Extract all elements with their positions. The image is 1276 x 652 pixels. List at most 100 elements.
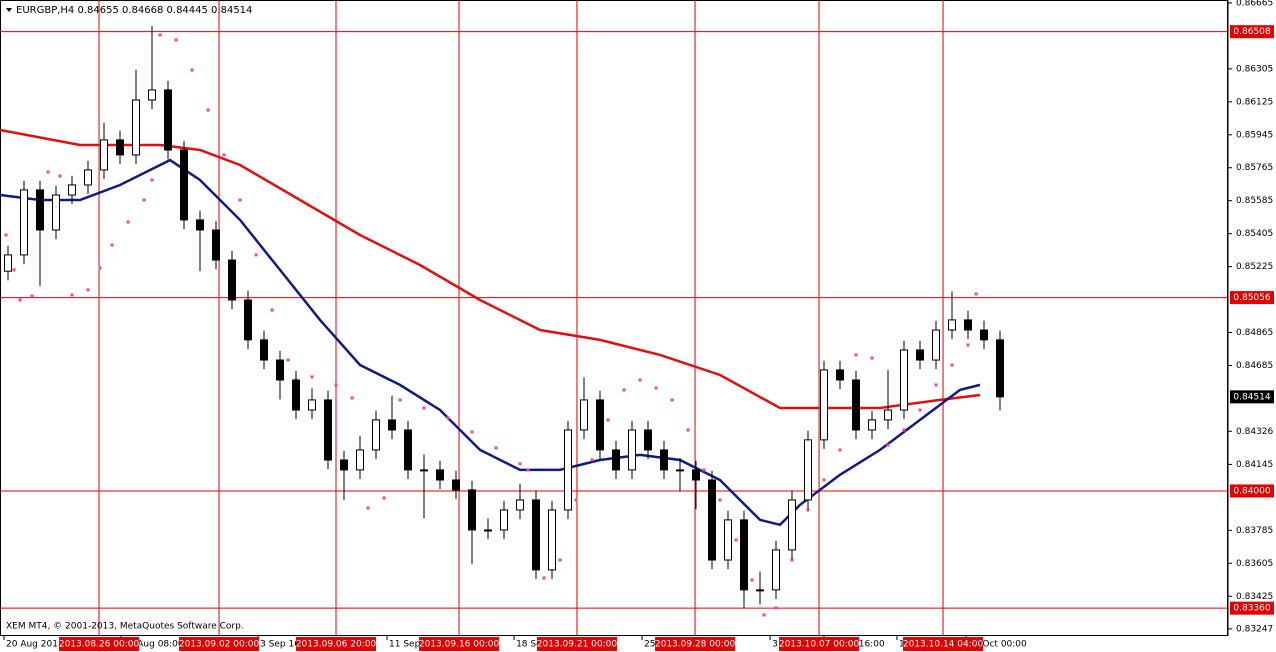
candle-body bbox=[628, 429, 636, 471]
candle-body bbox=[292, 379, 300, 411]
sar-dot bbox=[822, 478, 826, 482]
y-tick-label: 0.83785 bbox=[1236, 526, 1273, 536]
candle-body bbox=[596, 399, 604, 451]
candle-body bbox=[900, 349, 908, 411]
candle-body bbox=[468, 489, 476, 531]
sar-dot bbox=[238, 198, 242, 202]
date-label: 2013.09.02 00:00 bbox=[179, 640, 260, 650]
candle-body bbox=[260, 339, 268, 361]
date-label: 2013.09.06 20:00 bbox=[296, 640, 377, 650]
date-label: 2013.09.21 00:00 bbox=[537, 640, 618, 650]
sar-dot bbox=[446, 416, 450, 420]
sar-dot bbox=[902, 428, 906, 432]
sar-dot bbox=[398, 398, 402, 402]
y-tick-label: 0.85945 bbox=[1236, 130, 1273, 140]
sar-dot bbox=[606, 418, 610, 422]
y-tick-label: 0.83605 bbox=[1236, 559, 1273, 569]
candle-body bbox=[612, 449, 620, 471]
date-label: 2013.08.26 00:00 bbox=[59, 640, 140, 650]
sar-dot bbox=[790, 558, 794, 562]
y-tick-label: 0.85225 bbox=[1236, 262, 1273, 272]
sar-dot bbox=[574, 498, 578, 502]
sar-dot bbox=[254, 253, 258, 257]
candle-body bbox=[52, 194, 60, 231]
sar-dot bbox=[150, 178, 154, 182]
candle-body bbox=[276, 359, 284, 381]
sar-dot bbox=[558, 558, 562, 562]
sar-dot bbox=[886, 443, 890, 447]
candle-body bbox=[100, 139, 108, 171]
level-label: 0.84000 bbox=[1233, 486, 1270, 496]
menu-arrow[interactable] bbox=[6, 8, 12, 12]
y-tick-label: 0.83247 bbox=[1236, 624, 1273, 634]
date-label-bg bbox=[419, 637, 500, 651]
date-label-bg bbox=[655, 637, 736, 651]
candle-body bbox=[228, 259, 236, 301]
candle-body bbox=[132, 99, 140, 156]
candle-body bbox=[516, 499, 524, 511]
candle-body bbox=[980, 329, 988, 341]
level-label: 0.85056 bbox=[1233, 293, 1270, 303]
sar-dot bbox=[86, 288, 90, 292]
sar-dot bbox=[98, 266, 102, 270]
sar-dot bbox=[382, 496, 386, 500]
last-price-label: 0.84514 bbox=[1233, 392, 1270, 402]
x-tick-label: 20 Aug 2013 bbox=[6, 640, 64, 650]
sar-dot bbox=[334, 383, 338, 387]
sar-dot bbox=[4, 233, 8, 237]
sar-dot bbox=[950, 363, 954, 367]
sar-dot bbox=[934, 383, 938, 387]
sar-dot bbox=[918, 408, 922, 412]
sar-dot bbox=[806, 508, 810, 512]
candle-body bbox=[836, 369, 844, 381]
sar-dot bbox=[590, 458, 594, 462]
date-label: 2013.09.16 00:00 bbox=[419, 640, 500, 650]
candle-body bbox=[868, 419, 876, 431]
candle-body bbox=[884, 409, 892, 421]
sar-dot bbox=[670, 398, 674, 402]
candle-body bbox=[820, 369, 828, 441]
candle-body bbox=[436, 469, 444, 481]
last-price-label-bg bbox=[1230, 390, 1274, 404]
candle-body bbox=[212, 229, 220, 261]
date-label-bg bbox=[59, 637, 140, 651]
y-tick-label: 0.85765 bbox=[1236, 163, 1273, 173]
sar-dot bbox=[494, 446, 498, 450]
candle-body bbox=[948, 319, 956, 331]
candle-body bbox=[372, 419, 380, 451]
candle-body bbox=[564, 429, 572, 511]
candle-body bbox=[740, 519, 748, 591]
candle-body bbox=[724, 519, 732, 561]
sar-dot bbox=[222, 153, 226, 157]
x-tick-label: 17 Oct 00:00 bbox=[968, 640, 1027, 650]
candle-body bbox=[340, 459, 348, 471]
plot-frame bbox=[0, 0, 1228, 636]
level-label: 0.86508 bbox=[1233, 27, 1270, 37]
candle-body bbox=[676, 469, 684, 472]
candle-body bbox=[164, 89, 172, 151]
sar-dot bbox=[142, 198, 146, 202]
sar-dot bbox=[870, 356, 874, 360]
candle-body bbox=[996, 339, 1004, 398]
date-label-bg bbox=[179, 637, 260, 651]
y-tick-label: 0.84865 bbox=[1236, 328, 1273, 338]
sar-dot bbox=[974, 292, 978, 296]
sar-dot bbox=[686, 428, 690, 432]
sar-dot bbox=[46, 170, 50, 174]
candle-body bbox=[756, 589, 764, 592]
sar-dot bbox=[206, 108, 210, 112]
date-label-bg bbox=[296, 637, 376, 651]
y-tick-label: 0.85585 bbox=[1236, 196, 1273, 206]
candle-body bbox=[308, 399, 316, 411]
candle-body bbox=[548, 509, 556, 571]
candle-body bbox=[644, 429, 652, 451]
y-tick-label: 0.86125 bbox=[1236, 97, 1273, 107]
candle-body bbox=[324, 399, 332, 461]
date-label-bg bbox=[903, 637, 984, 651]
y-tick-label: 0.85405 bbox=[1236, 229, 1273, 239]
candle-body bbox=[356, 449, 364, 471]
sar-dot bbox=[126, 220, 130, 224]
sar-dot bbox=[702, 468, 706, 472]
y-tick-label: 0.84685 bbox=[1236, 361, 1273, 371]
sar-dot bbox=[654, 386, 658, 390]
